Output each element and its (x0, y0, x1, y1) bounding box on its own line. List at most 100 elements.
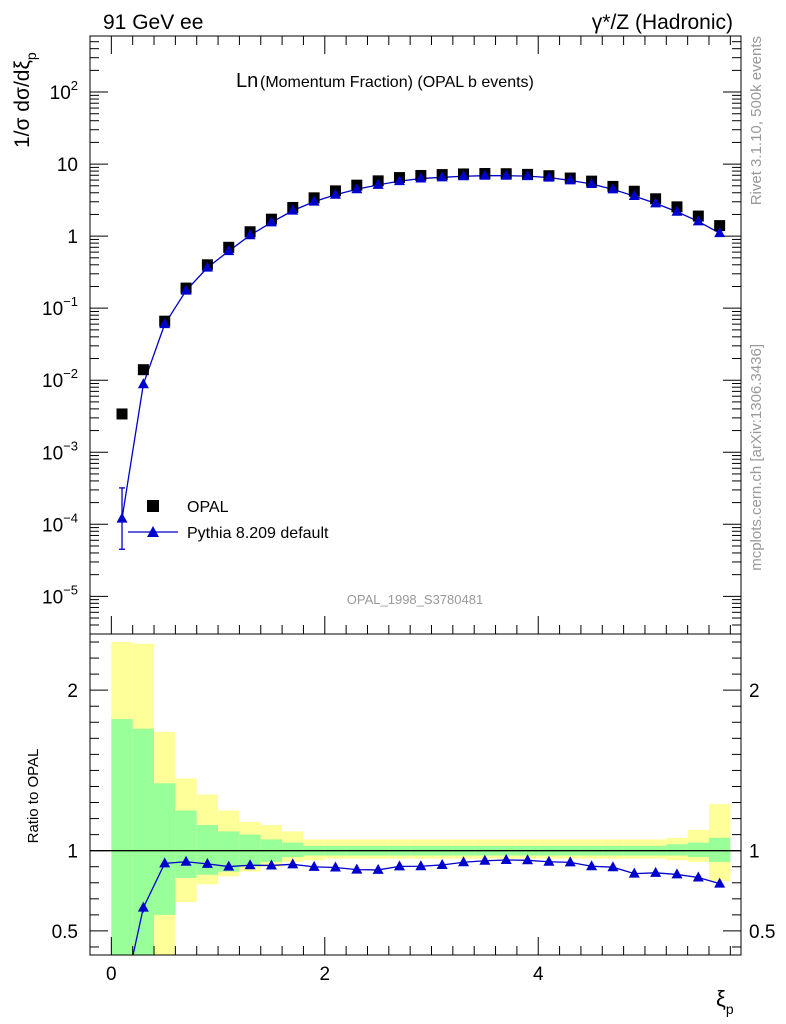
legend-marker-pythia (147, 526, 159, 537)
y-tick-label-exp: −4 (63, 510, 78, 525)
ratio-pythia-point (393, 860, 405, 871)
ratio-pythia-point (308, 860, 320, 871)
watermark: OPAL_1998_S3780481 (347, 592, 483, 607)
y-tick-label-exp: −2 (63, 366, 78, 381)
ratio-pythia-point (607, 861, 619, 872)
ratio-pythia-point (159, 857, 171, 868)
x-tick-label: 4 (533, 964, 544, 985)
ratio-band-inner (175, 810, 197, 878)
ratio-pythia-point (500, 853, 512, 864)
pythia-point (223, 245, 235, 256)
y-tick-label: 10−3 (42, 438, 78, 464)
pythia-point (500, 169, 512, 180)
pythia-point (372, 178, 384, 189)
pythia-point (244, 229, 256, 240)
pythia-point (436, 171, 448, 182)
ratio-band-inner (132, 728, 155, 955)
ratio-pythia-point (415, 860, 427, 871)
y-axis-label-main: 1/σ dσ/dξp (11, 52, 39, 148)
y-tick-label: 10−5 (42, 582, 78, 608)
ratio-pythia-point (522, 854, 534, 865)
y-tick-label: 1 (67, 227, 78, 248)
ratio-pythia-point (628, 867, 640, 878)
ratio-band-inner (282, 842, 304, 858)
legend: OPAL Pythia 8.209 default (128, 499, 329, 542)
ratio-pythia-point (650, 866, 662, 877)
ratio-band-inner (666, 844, 688, 856)
ratio-pythia-point (671, 868, 683, 879)
main-frame (89, 35, 742, 635)
ratio-y-tick-label-right: 0.5 (749, 922, 775, 943)
x-tick-label: 0 (106, 964, 117, 985)
y-tick-label-exp: −1 (63, 294, 78, 309)
ratio-panel: 0.5 0.5 1 1 2 2 0 2 4 Ratio to OPAL ξp (25, 633, 775, 1017)
pythia-point (265, 216, 277, 227)
header-left: 91 GeV ee (103, 11, 203, 34)
pythia-point (522, 170, 534, 181)
ratio-band-inner (111, 719, 133, 955)
y-tick-label-base: 10 (42, 443, 63, 464)
ratio-pythia-point (458, 856, 470, 867)
y-tick-label-base: 10 (42, 515, 63, 536)
y-tick-label-exp: −5 (63, 582, 78, 597)
y-tick-label: 10 (57, 155, 78, 176)
pythia-point (586, 177, 598, 188)
pythia-point (458, 170, 470, 181)
side-text-top: Rivet 3.1.10, 500k events (748, 36, 765, 205)
pythia-point (650, 197, 662, 208)
ratio-y-tick-label-right: 1 (749, 842, 760, 863)
ratio-pythia-point (692, 871, 704, 882)
ratio-pythia-point (180, 855, 192, 866)
svg-text:1/σ dσ/dξp: 1/σ dσ/dξp (11, 52, 39, 148)
ratio-pythia-point (201, 857, 213, 868)
pythia-point (201, 261, 213, 272)
x-axis-label: ξp (716, 986, 734, 1017)
ratio-y-tick-label: 0.5 (52, 922, 78, 943)
series-pythia-line (121, 175, 720, 519)
ratio-band-inner (708, 837, 731, 862)
opal-point (137, 364, 149, 376)
ratio-frame (89, 633, 742, 956)
ratio-pythia-point (244, 859, 256, 870)
pythia-point (628, 190, 640, 201)
y-tick-label: 10−1 (42, 294, 78, 320)
pythia-point (287, 204, 299, 215)
ratio-pythia-point (436, 858, 448, 869)
ratio-band-inner (687, 842, 709, 858)
ratio-band-inner (218, 831, 240, 872)
side-text-bottom: mcplots.cern.ch [arXiv:1306.3436] (748, 344, 765, 571)
y-axis-label-ratio: Ratio to OPAL (25, 749, 42, 844)
ratio-y-tick-label-right: 2 (749, 681, 760, 702)
y-tick-label-base: 10 (42, 371, 63, 392)
ratio-y-tick-label: 1 (67, 842, 78, 863)
pythia-point (415, 172, 427, 183)
pythia-point (714, 227, 726, 238)
svg-text:ξp: ξp (716, 986, 734, 1017)
y-tick-label-base: 10 (42, 299, 63, 320)
y-tick-label: 10−2 (42, 366, 78, 392)
pythia-point (180, 284, 192, 295)
pythia-point (116, 512, 128, 523)
header-right: γ*/Z (Hadronic) (592, 11, 733, 34)
ratio-pythia-point (564, 856, 576, 867)
y-label-main-text: 1/σ dσ/dξ (11, 60, 34, 148)
ratio-pythia-point (137, 901, 149, 912)
ratio-band-inner (196, 824, 219, 875)
pythia-point (308, 195, 320, 206)
pythia-point (671, 205, 683, 216)
main-panel: Ln (Momentum Fraction) (OPAL b events) O… (11, 35, 742, 635)
legend-label-pythia: Pythia 8.209 default (187, 525, 329, 542)
y-tick-label: 10−4 (42, 510, 78, 536)
ratio-pythia-point (287, 858, 299, 869)
ratio-pythia-point (586, 860, 598, 871)
ratio-pythia-point (329, 861, 341, 872)
y-tick-label-base: 10 (50, 83, 71, 104)
ratio-y-tick-label: 2 (67, 681, 78, 702)
main-title-main: Ln (236, 70, 258, 92)
ratio-pythia-point (543, 855, 555, 866)
ratio-band-inner (154, 783, 176, 915)
pythia-point (607, 183, 619, 194)
ratio-pythia-point (265, 859, 277, 870)
pythia-point (479, 169, 491, 180)
